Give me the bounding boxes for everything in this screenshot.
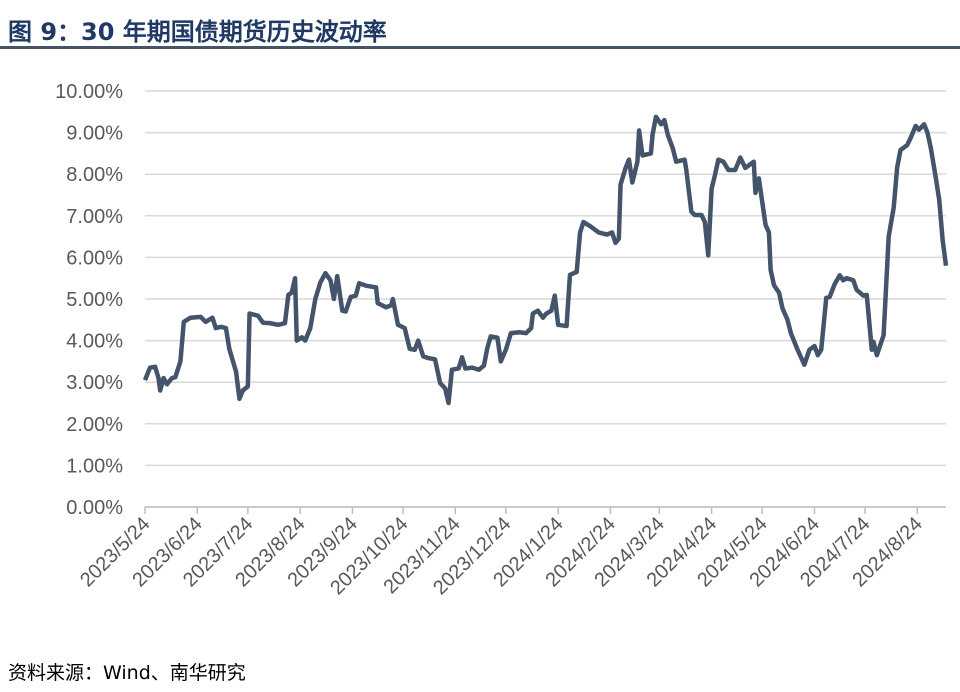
- y-tick-label: 10.00%: [55, 81, 123, 103]
- chart: 0.00% 1.00% 2.00% 3.00% 4.00% 5.00% 6.00% 7.00%…: [55, 81, 949, 599]
- chart-title: 图 9：30 年期国债期货历史波动率: [8, 18, 387, 46]
- y-tick-label: 1.00%: [66, 455, 123, 477]
- y-tick-label: 2.00%: [66, 414, 123, 436]
- source-note: 资料来源：Wind、南华研究: [8, 662, 246, 684]
- y-tick-label: 3.00%: [66, 372, 123, 394]
- y-tick-label: 4.00%: [66, 331, 123, 353]
- y-tick-label: 9.00%: [66, 123, 123, 145]
- y-tick-label: 0.00%: [66, 497, 123, 519]
- y-tick-label: 7.00%: [66, 206, 123, 228]
- line-series: [142, 114, 949, 406]
- y-tick-label: 6.00%: [66, 247, 123, 269]
- y-tick-label: 5.00%: [66, 289, 123, 311]
- title-rule: [0, 46, 960, 49]
- y-tick-label: 8.00%: [66, 164, 123, 186]
